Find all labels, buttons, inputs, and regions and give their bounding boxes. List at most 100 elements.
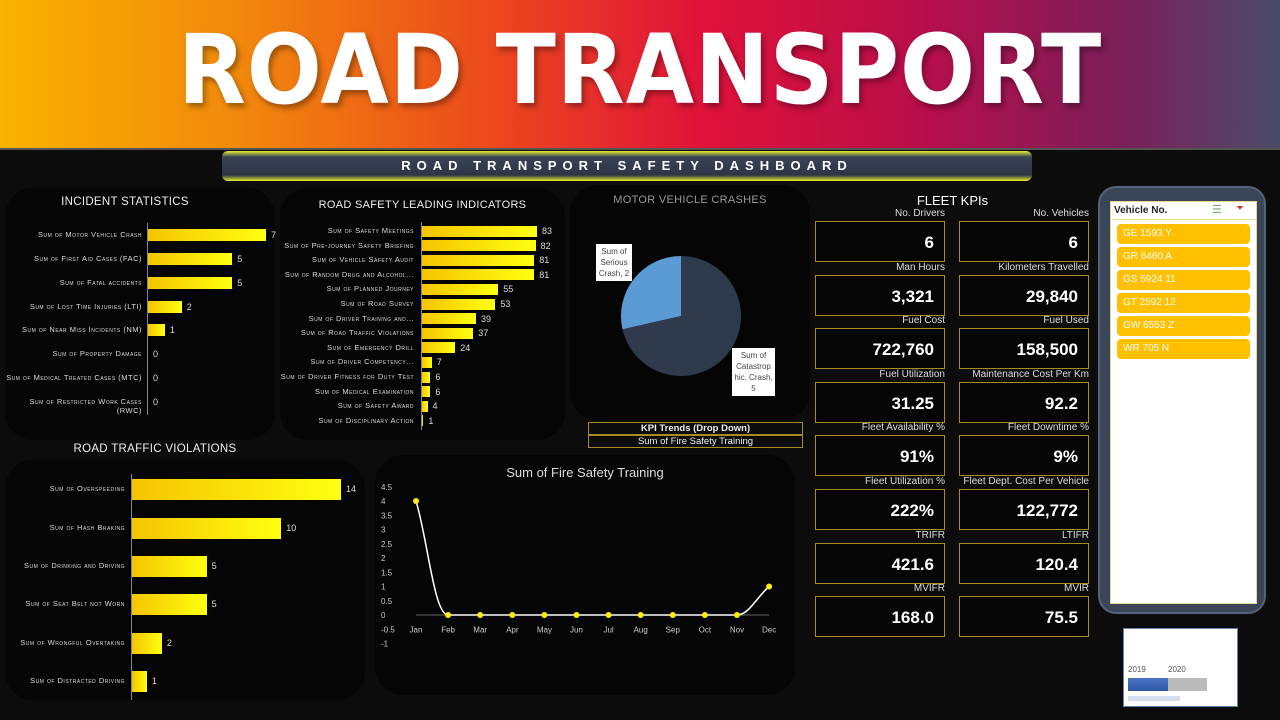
road-traffic-violations-title: ROAD TRAFFIC VIOLATIONS xyxy=(73,443,237,455)
bar[interactable] xyxy=(132,478,341,500)
bar-label: Sum of Disciplinary Action xyxy=(318,415,414,425)
bar[interactable] xyxy=(148,324,165,336)
clear-filter-icon[interactable]: ⏷ xyxy=(1236,203,1244,214)
fire-safety-training-panel xyxy=(375,455,795,695)
bar[interactable] xyxy=(422,313,477,325)
x-tick-label: Feb xyxy=(441,625,455,634)
bar-value: 10 xyxy=(286,523,297,533)
bar[interactable] xyxy=(422,342,456,354)
kpi-value: 3,321 xyxy=(815,274,945,316)
slicer-item[interactable]: GR 6460 A xyxy=(1117,247,1250,267)
data-point[interactable] xyxy=(541,612,548,618)
bar-value: 53 xyxy=(500,299,511,309)
timeline-unselected-bar[interactable] xyxy=(1168,678,1207,691)
bar-label: Sum of Lost Time Injuries (LTI) xyxy=(29,302,142,311)
x-tick-label: Aug xyxy=(634,625,648,634)
y-tick-label: 0 xyxy=(381,611,386,620)
bar-value: 1 xyxy=(428,415,434,426)
pie-slice-serious-crash[interactable] xyxy=(621,256,681,330)
data-point[interactable] xyxy=(669,612,676,618)
bar-label: Sum of Drinking and Driving xyxy=(23,561,125,570)
bar[interactable] xyxy=(422,298,496,310)
bar-value: 1 xyxy=(151,676,157,686)
bar[interactable] xyxy=(132,555,207,577)
bar[interactable] xyxy=(132,517,282,539)
kpi-value: 722,760 xyxy=(815,328,945,370)
bar[interactable] xyxy=(148,253,233,265)
data-point[interactable] xyxy=(509,612,516,618)
bar-axis xyxy=(421,222,422,430)
bar[interactable] xyxy=(422,371,431,383)
bar-value: 7 xyxy=(271,230,277,240)
bar[interactable] xyxy=(422,269,535,281)
pie-slice-catastrophic-crash[interactable] xyxy=(622,256,741,376)
timeline-selected-bar[interactable] xyxy=(1128,678,1168,691)
vehicle-slicer xyxy=(1110,201,1257,604)
bar[interactable] xyxy=(148,277,233,289)
data-point[interactable] xyxy=(766,583,773,590)
bar-label: Sum of Safety Award xyxy=(337,401,414,411)
x-tick-label: Apr xyxy=(506,625,519,634)
bar[interactable] xyxy=(422,400,428,412)
x-tick-label: Nov xyxy=(730,625,744,634)
pie-label-line: 5 xyxy=(751,384,756,393)
timeline-year-2019[interactable]: 2019 xyxy=(1128,665,1146,674)
pie-label-line: hic. Crash, xyxy=(734,373,773,382)
data-point[interactable] xyxy=(477,612,484,618)
bar-label: Sum of Fatal accidents xyxy=(59,278,142,287)
kpi-label: Kilometers Travelled xyxy=(998,261,1089,273)
kpi-label: Maintenance Cost Per Km xyxy=(972,368,1089,380)
kpi-label: TRIFR xyxy=(915,529,945,541)
bar-axis xyxy=(147,223,148,415)
x-tick-label: May xyxy=(537,625,552,634)
data-point[interactable] xyxy=(573,612,580,618)
data-point[interactable] xyxy=(734,612,740,618)
bar[interactable] xyxy=(132,670,147,692)
bar[interactable] xyxy=(422,225,537,237)
data-point[interactable] xyxy=(413,498,419,504)
bar-value: 5 xyxy=(211,599,217,609)
bar[interactable] xyxy=(132,593,207,615)
kpi-value: 158,500 xyxy=(959,328,1089,370)
bar-value: 81 xyxy=(539,269,550,280)
kpi-trends-dropdown[interactable]: Sum of Fire Safety Training xyxy=(588,435,803,448)
bar[interactable] xyxy=(422,254,535,266)
bar[interactable] xyxy=(422,327,474,339)
bar-label: Sum of Restricted Work Cases (RWC) xyxy=(29,397,142,415)
bar[interactable] xyxy=(148,229,266,241)
timeline-year-2020[interactable]: 2020 xyxy=(1168,665,1186,674)
bar[interactable] xyxy=(422,356,432,368)
bar[interactable] xyxy=(422,386,431,398)
slicer-item[interactable]: WR 705 N xyxy=(1117,339,1250,359)
data-point[interactable] xyxy=(637,612,644,618)
banner-title: ROAD TRANSPORT xyxy=(177,14,1103,126)
bar[interactable] xyxy=(422,240,536,252)
data-point[interactable] xyxy=(701,612,708,618)
bar[interactable] xyxy=(148,301,182,313)
y-tick-label: 1 xyxy=(381,583,386,592)
bar-label: Sum of Vehicle Safety Audit xyxy=(312,255,414,265)
bar[interactable] xyxy=(422,415,424,427)
bar-value: 2 xyxy=(186,302,192,312)
slicer-item[interactable]: GW 6553 Z xyxy=(1117,316,1250,336)
data-point[interactable] xyxy=(605,612,612,618)
bar[interactable] xyxy=(132,632,162,654)
kpi-value: 6 xyxy=(959,221,1089,262)
kpi-label: Fleet Dept. Cost Per Vehicle xyxy=(963,476,1089,487)
kpi-label: Fleet Downtime % xyxy=(1007,422,1089,434)
data-point[interactable] xyxy=(445,612,452,618)
bar-label: Sum of Planned Journey xyxy=(326,284,414,294)
slicer-item[interactable]: GE 1593 Y xyxy=(1117,224,1250,244)
bar-label: Sum of Motor Vehicle Crash xyxy=(37,230,142,239)
pie-label-serious-crash: Sum of Serious Crash, 2 xyxy=(596,244,632,281)
bar-value: 37 xyxy=(478,328,489,339)
y-tick-label: 3 xyxy=(381,526,386,535)
timeline-scrollbar[interactable] xyxy=(1128,696,1180,701)
bar-label: Sum of Pre-journey Safety Briefing xyxy=(284,240,414,250)
multi-select-icon[interactable]: ☰ xyxy=(1212,204,1222,216)
bar[interactable] xyxy=(422,283,499,295)
slicer-item[interactable]: GS 5924 11 xyxy=(1117,270,1250,290)
bar-label: Sum of Random Drug and Alcohol... xyxy=(284,269,414,279)
x-tick-label: Mar xyxy=(473,625,487,634)
slicer-item[interactable]: GT 2592 12 xyxy=(1117,293,1250,313)
